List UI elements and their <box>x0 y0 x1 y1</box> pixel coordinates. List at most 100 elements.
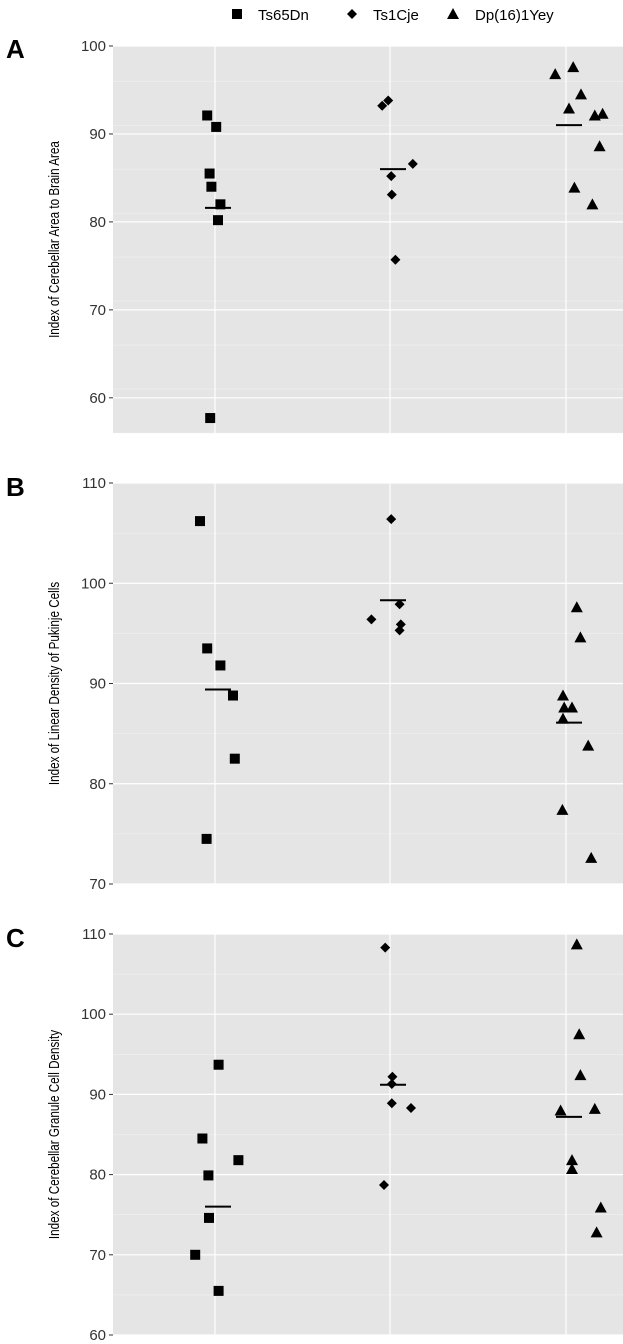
panels: 60 70 80 90 100 Index of Cerebellar Area to B… <box>6 34 623 1344</box>
data-point <box>377 100 388 111</box>
series-triangle <box>556 601 598 863</box>
data-point <box>206 181 217 192</box>
y-axis-title: Index of Cerebellar Area to Brain Area <box>46 141 63 338</box>
data-point <box>566 1154 578 1166</box>
data-point <box>557 712 569 724</box>
data-point <box>379 1180 389 1191</box>
data-point <box>202 643 213 654</box>
y-tick-label: 60 <box>89 390 106 407</box>
data-point <box>204 168 215 179</box>
data-point <box>215 660 226 671</box>
data-point <box>563 102 575 114</box>
data-point <box>574 631 587 643</box>
data-point <box>190 1249 201 1260</box>
legend-label: Ts1Cje <box>373 7 419 24</box>
data-point <box>570 938 583 950</box>
y-tick-label: 110 <box>82 926 106 943</box>
series-square <box>202 110 231 424</box>
data-point <box>566 701 578 713</box>
y-axis-title: Index of Linear Density of Pukinje Cells <box>46 582 63 786</box>
y-tick-label: 80 <box>89 776 106 793</box>
data-point <box>204 1212 214 1223</box>
series-triangle <box>549 61 609 210</box>
y-tick-label: 70 <box>89 302 106 319</box>
data-point <box>387 1071 398 1082</box>
data-point <box>556 803 569 815</box>
data-point <box>366 614 377 625</box>
data-point <box>574 1069 587 1081</box>
data-point <box>570 601 583 613</box>
data-point <box>228 690 238 701</box>
series-diamond <box>377 95 418 265</box>
y-tick-label: 80 <box>89 214 106 231</box>
data-point <box>380 942 391 953</box>
y-tick-label: 60 <box>89 1327 106 1344</box>
data-point <box>197 1133 208 1144</box>
panel-letter: A <box>6 34 25 64</box>
legend-marker-diamond <box>347 9 357 19</box>
data-point <box>211 121 222 132</box>
data-point <box>593 140 606 152</box>
panel-letter: C <box>6 923 25 953</box>
data-point <box>582 739 595 751</box>
series-square <box>190 1059 244 1296</box>
data-point <box>203 1170 214 1181</box>
data-point <box>407 158 418 169</box>
data-point <box>575 88 587 100</box>
data-point <box>394 599 405 610</box>
series-triangle <box>554 938 607 1238</box>
y-tick-label: 110 <box>82 475 106 492</box>
data-point <box>406 1103 416 1114</box>
data-point <box>554 1104 567 1116</box>
data-point <box>215 199 226 210</box>
data-point <box>213 1059 224 1070</box>
y-axis-title: Index of Cerebellar Granule Cell Density <box>46 1030 63 1239</box>
data-point <box>386 189 397 200</box>
y-tick-label: 70 <box>89 876 106 893</box>
data-point <box>213 215 223 226</box>
data-point <box>201 833 212 844</box>
data-point <box>205 413 216 424</box>
data-point <box>386 1098 397 1109</box>
series-diamond <box>379 942 416 1191</box>
y-tick-label: 90 <box>89 1086 106 1103</box>
data-point <box>558 701 571 713</box>
legend-marker-square <box>232 9 242 19</box>
data-point <box>233 1155 244 1166</box>
data-point <box>585 851 598 863</box>
panel-c: 60 70 80 90 100 110 Index of Cerebellar Granul… <box>6 923 623 1344</box>
panel-a: 60 70 80 90 100 Index of Cerebellar Area to B… <box>6 34 623 434</box>
data-point <box>557 689 569 701</box>
data-point <box>229 753 240 764</box>
data-point <box>195 516 205 527</box>
legend-marker-triangle <box>447 8 459 19</box>
data-point <box>549 68 562 80</box>
data-point <box>594 1201 607 1213</box>
y-tick-label: 100 <box>81 1006 106 1023</box>
data-point <box>568 181 581 193</box>
panel-b: 70 80 90 100 110 Index of Linear Density of P… <box>6 472 623 893</box>
y-tick-label: 70 <box>89 1247 106 1264</box>
data-point <box>202 110 213 121</box>
data-point <box>213 1285 224 1296</box>
plot-background <box>113 46 623 433</box>
data-point <box>596 107 609 119</box>
y-tick-label: 100 <box>81 38 106 55</box>
data-point <box>566 1162 578 1174</box>
data-point <box>386 171 397 182</box>
series-diamond <box>366 514 406 636</box>
y-tick-label: 100 <box>81 575 106 592</box>
legend: Ts65Dn Ts1Cje Dp(16)1Yey <box>232 7 554 24</box>
data-point <box>383 95 394 106</box>
data-point <box>586 198 599 210</box>
data-point <box>386 514 397 525</box>
legend-label: Dp(16)1Yey <box>475 7 554 24</box>
data-point <box>590 1226 603 1238</box>
y-tick-label: 80 <box>89 1167 106 1184</box>
legend-label: Ts65Dn <box>258 7 309 24</box>
data-point <box>390 254 401 265</box>
data-point <box>588 1102 601 1114</box>
data-point <box>573 1028 586 1040</box>
data-point <box>394 625 405 636</box>
